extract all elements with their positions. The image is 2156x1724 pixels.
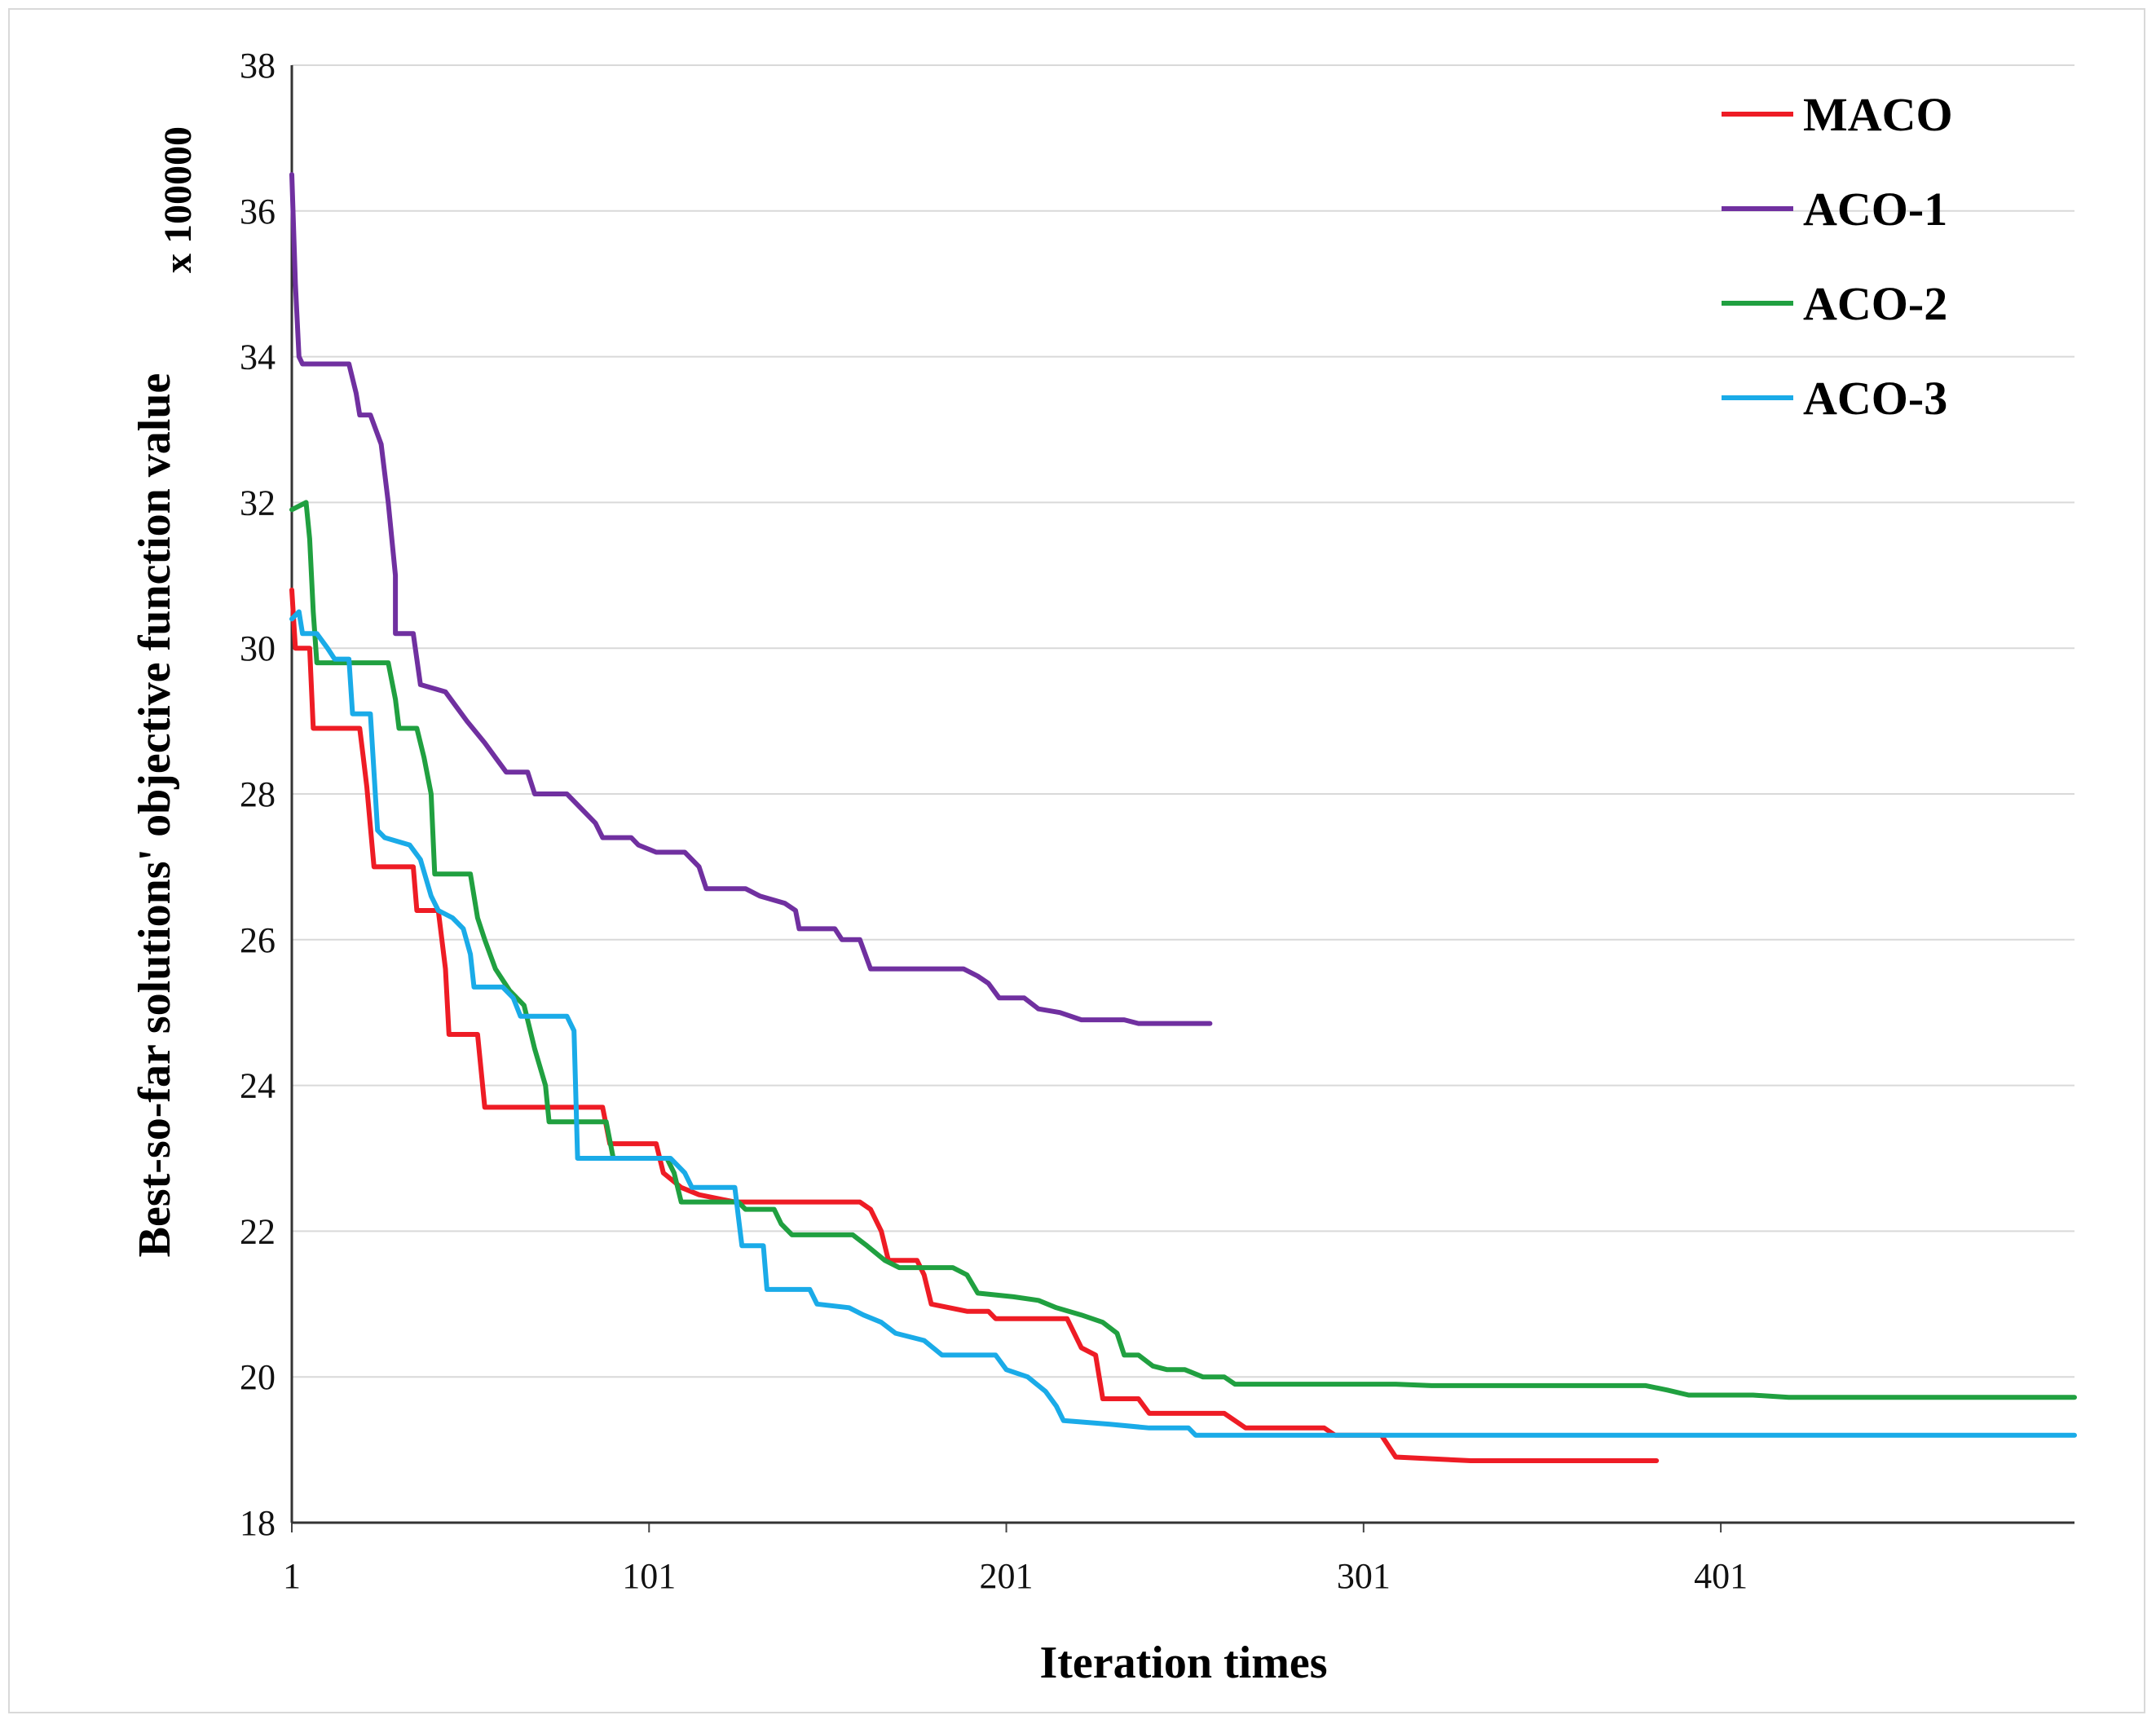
y-tick-label: 36 <box>240 192 276 231</box>
y-tick-label: 24 <box>240 1066 276 1106</box>
legend-label-maco: MACO <box>1803 88 1953 141</box>
gridlines <box>292 64 2074 1378</box>
x-tick-label: 101 <box>622 1556 676 1596</box>
axes <box>290 65 2074 1532</box>
y-tick-label: 22 <box>240 1211 276 1251</box>
y-tick-label: 32 <box>240 483 276 522</box>
y-tick-label: 20 <box>240 1357 276 1397</box>
legend-label-aco-3: ACO-3 <box>1803 372 1947 425</box>
series-line-maco <box>289 587 1660 1463</box>
y-tick-label: 18 <box>240 1503 276 1543</box>
legend-label-aco-1: ACO-1 <box>1803 183 1947 236</box>
series-line-aco-3 <box>289 609 2077 1438</box>
x-axis-label: Iteration times <box>1039 1638 1327 1688</box>
y-tick-label: 34 <box>240 337 276 377</box>
series-line-aco-1 <box>289 172 1213 1026</box>
x-tick-label: 401 <box>1694 1556 1748 1596</box>
y-tick-label: 26 <box>240 920 276 960</box>
y-axis-multiplier: x 100000 <box>157 126 200 273</box>
x-tick-label: 301 <box>1337 1556 1391 1596</box>
y-tick-label: 38 <box>240 46 276 86</box>
x-tick-label: 201 <box>980 1556 1034 1596</box>
tick-labels: 18 20 22 24 26 28 30 32 34 36 38 1 101 201 301 401 <box>240 46 1748 1596</box>
series-lines <box>289 172 2077 1463</box>
x-tick-label: 1 <box>283 1556 301 1596</box>
legend: MACO ACO-1 ACO-2 ACO-3 <box>1722 88 1953 425</box>
legend-label-aco-2: ACO-2 <box>1803 277 1947 330</box>
chart-frame <box>8 8 2145 1713</box>
y-tick-label: 28 <box>240 774 276 814</box>
y-tick-label: 30 <box>240 628 276 668</box>
series-line-aco-2 <box>289 500 2077 1400</box>
y-axis-label: Best-so-far solutions' objective functio… <box>130 373 180 1258</box>
